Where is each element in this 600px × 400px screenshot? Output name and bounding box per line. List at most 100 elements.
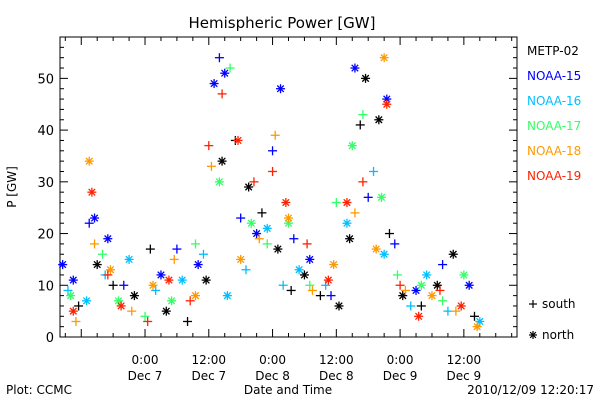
- north-point: [116, 301, 126, 311]
- south-point: [169, 254, 179, 264]
- south-point: [145, 244, 155, 254]
- south-point: [103, 270, 113, 280]
- legend-entry-noaa-18: NOAA-18: [527, 144, 581, 158]
- south-point: [206, 161, 216, 171]
- marker-legend-label: north: [542, 328, 574, 342]
- north-point: [92, 260, 102, 270]
- south-point: [390, 239, 400, 249]
- y-tick-label: 30: [37, 176, 54, 191]
- south-point: [262, 239, 272, 249]
- legend-entry-noaa-19: NOAA-19: [527, 169, 581, 183]
- marker-stroke: [218, 157, 226, 165]
- marker-stroke: [377, 193, 386, 202]
- south-point: [249, 177, 259, 187]
- north-point: [66, 291, 76, 301]
- north-point: [82, 296, 92, 306]
- north-point: [342, 198, 352, 208]
- x-axis-label: Date and Time: [244, 383, 332, 397]
- south-point: [416, 301, 426, 311]
- north-point: [456, 301, 466, 311]
- north-point: [376, 192, 386, 202]
- south-point: [278, 280, 288, 290]
- south-point: [214, 53, 224, 63]
- x-tick-label-time: 0:00: [132, 353, 159, 367]
- south-point: [185, 296, 195, 306]
- marker-stroke: [252, 229, 261, 238]
- north-point: [347, 141, 357, 151]
- north-point: [148, 280, 158, 290]
- marker-stroke: [58, 260, 67, 269]
- north-point: [448, 249, 458, 259]
- north-point: [177, 275, 187, 285]
- south-point: [363, 192, 373, 202]
- marker-stroke: [125, 255, 133, 264]
- marker-stroke: [165, 276, 173, 284]
- north-point: [262, 223, 272, 233]
- north-point: [193, 260, 203, 270]
- south-point: [236, 213, 246, 223]
- series-noaa-17: [66, 63, 469, 321]
- marker-stroke: [221, 69, 229, 77]
- south-point: [191, 239, 201, 249]
- north-point: [414, 311, 424, 321]
- plot-frame: [59, 36, 518, 338]
- north-point: [244, 182, 254, 192]
- x-tick-label-time: 12:00: [319, 353, 354, 367]
- marker-stroke: [335, 302, 343, 310]
- north-point: [167, 296, 177, 306]
- north-point: [459, 270, 469, 280]
- north-point: [222, 291, 232, 301]
- north-point: [379, 249, 389, 259]
- x-tick-label-date: Dec 8: [319, 369, 354, 383]
- north-point: [427, 291, 437, 301]
- north-point: [90, 213, 100, 223]
- south-point: [71, 316, 81, 326]
- south-point: [451, 306, 461, 316]
- south-point: [257, 208, 267, 218]
- north-point: [103, 234, 113, 244]
- north-point: [58, 260, 68, 270]
- marker-stroke: [223, 291, 232, 300]
- x-tick-label-date: Dec 9: [383, 369, 418, 383]
- y-tick-label: 40: [37, 124, 54, 139]
- north-point: [156, 270, 166, 280]
- marker-stroke: [69, 276, 77, 284]
- legend: METP-02 NOAA-15 NOAA-16 NOAA-17 NOAA-18 NOAA-…: [527, 44, 581, 183]
- south-point: [254, 234, 264, 244]
- series-noaa-19: [68, 89, 466, 326]
- north-point: [345, 234, 355, 244]
- north-point: [68, 275, 78, 285]
- north-point: [164, 275, 174, 285]
- north-point: [334, 301, 344, 311]
- plot-credit: Plot: CCMC: [6, 383, 72, 397]
- x-tick-label-time: 0:00: [259, 353, 286, 367]
- marker-legend-label: south: [542, 297, 576, 311]
- marker-stroke: [343, 219, 351, 227]
- north-point: [233, 135, 243, 145]
- x-tick-label-time: 12:00: [447, 353, 482, 367]
- south-point: [270, 130, 280, 140]
- marker-stroke: [236, 255, 245, 264]
- marker-stroke: [473, 322, 481, 331]
- x-tick-label-date: Dec 9: [447, 369, 482, 383]
- south-point: [90, 239, 100, 249]
- marker-stroke: [345, 235, 354, 243]
- south-point: [443, 306, 453, 316]
- x-tick-label-date: Dec 8: [255, 369, 290, 383]
- x-tick-label-time: 0:00: [387, 353, 414, 367]
- north-point: [276, 84, 286, 94]
- south-point: [108, 280, 118, 290]
- north-point: [382, 99, 392, 109]
- south-point: [302, 239, 312, 249]
- plot-timestamp: 2010/12/09 12:20:17: [467, 383, 594, 397]
- marker-stroke: [234, 136, 242, 145]
- marker-stroke: [284, 214, 293, 222]
- y-tick-label: 50: [37, 72, 54, 87]
- north-point: [472, 322, 482, 332]
- marker-stroke: [178, 276, 186, 284]
- marker-stroke: [90, 214, 99, 222]
- x-tick-label-date: Dec 7: [191, 369, 226, 383]
- marker-stroke: [324, 276, 333, 284]
- south-point: [406, 301, 416, 311]
- south-point: [183, 316, 193, 326]
